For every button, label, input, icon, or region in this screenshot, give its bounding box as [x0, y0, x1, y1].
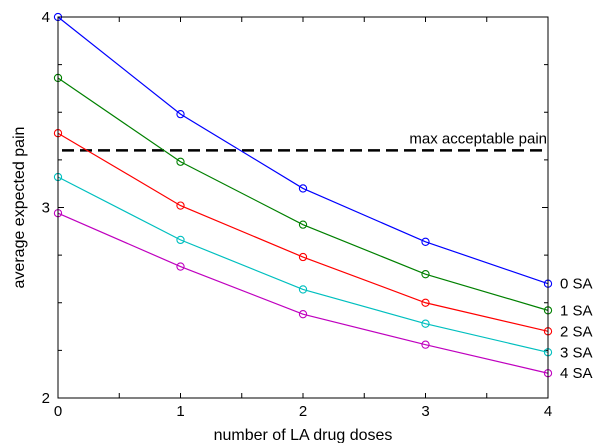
series-3-sa: 3 SA: [53, 172, 593, 361]
data-point: [298, 310, 308, 319]
data-point: [298, 220, 308, 229]
series-label: 1 SA: [560, 302, 593, 319]
x-tick-label: 3: [421, 403, 429, 420]
data-point: [421, 340, 430, 349]
series-0-sa: 0 SA: [53, 12, 593, 293]
x-axis-title: number of LA drug doses: [214, 427, 393, 443]
x-tick-label: 1: [176, 403, 184, 420]
y-tick-label: 4: [42, 9, 50, 26]
series-layer: 0 SA 1 SA 2 SA 3 SA 4 SA: [53, 12, 593, 382]
reference-line-group: max acceptable pain: [62, 130, 547, 152]
series-line: [57, 212, 549, 374]
data-point: [176, 235, 185, 245]
data-point: [421, 237, 430, 246]
data-point: [176, 262, 185, 271]
y-tick-label: 2: [42, 390, 50, 407]
series-label: 2 SA: [560, 323, 593, 340]
data-point: [176, 157, 185, 166]
data-point: [298, 184, 308, 193]
series-line: [57, 132, 549, 332]
data-point: [298, 285, 308, 294]
series-label: 4 SA: [560, 365, 593, 382]
data-point: [176, 110, 185, 119]
x-tick-label: 4: [544, 403, 552, 420]
x-tick-label: 2: [299, 403, 307, 420]
series-label: 0 SA: [560, 276, 593, 293]
x-ticks: 0 1 2 3 4: [54, 17, 552, 420]
max-acceptable-pain-label: max acceptable pain: [409, 130, 547, 147]
y-tick-label: 3: [42, 200, 50, 217]
y-axis-title: average expected pain: [11, 127, 28, 289]
data-point: [421, 270, 430, 279]
plot-frame: [57, 16, 549, 399]
data-point: [298, 252, 308, 262]
series-4-sa: 4 SA: [53, 209, 593, 382]
series-line: [57, 16, 549, 285]
data-point: [421, 319, 430, 328]
data-point: [421, 298, 430, 307]
y-minor-ticks: [58, 64, 548, 351]
data-point: [176, 201, 185, 210]
series-2-sa: 2 SA: [53, 129, 593, 340]
series-line: [57, 176, 549, 353]
series-line: [57, 77, 549, 311]
x-tick-label: 0: [54, 403, 62, 420]
series-label: 3 SA: [560, 344, 593, 361]
